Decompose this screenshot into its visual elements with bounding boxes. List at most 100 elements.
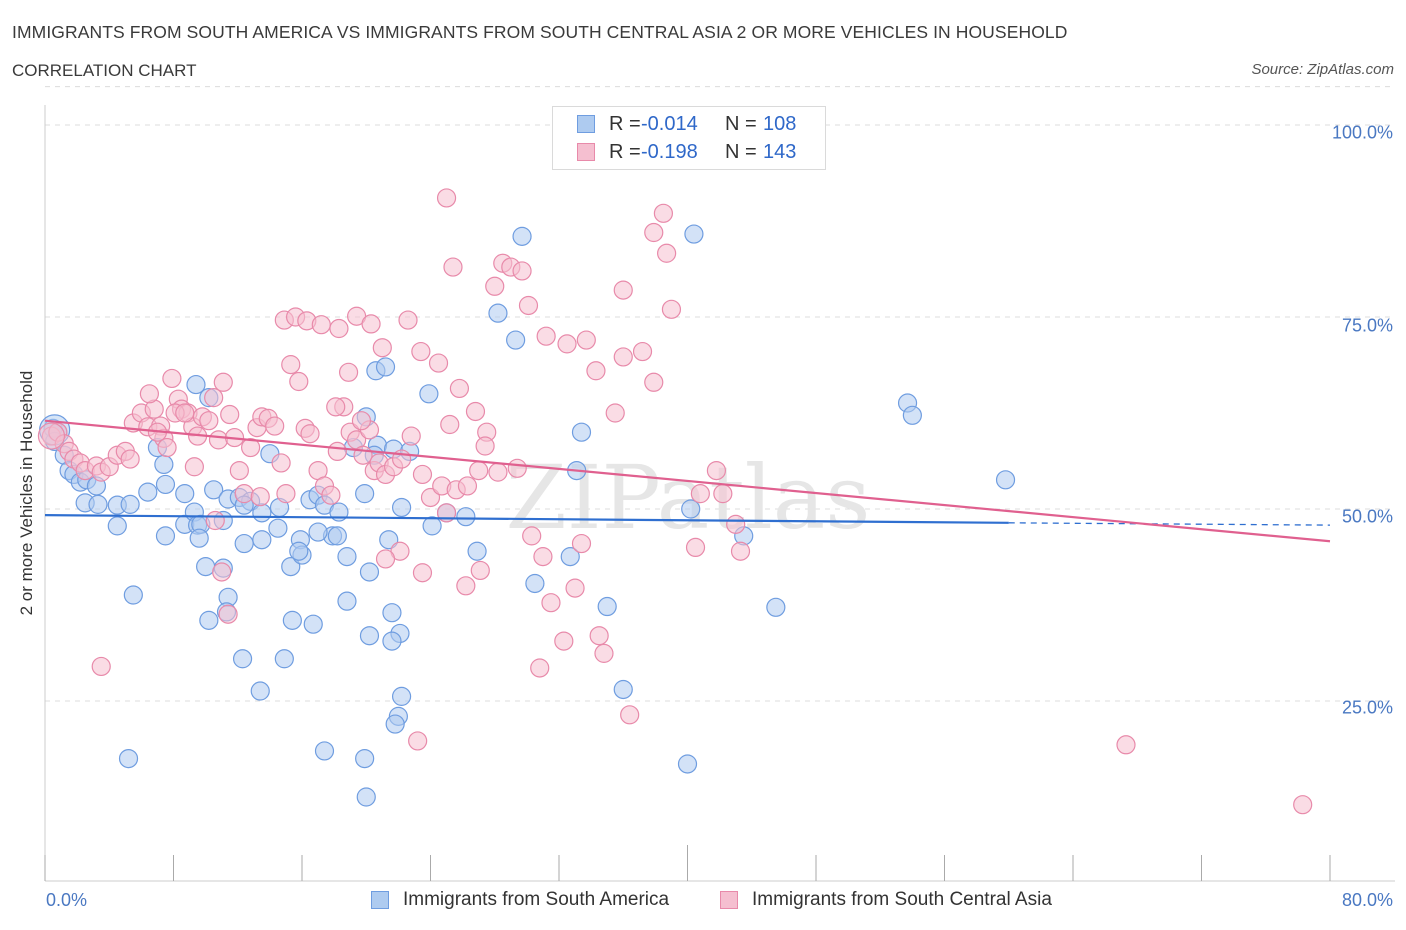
data-point-south-america	[189, 528, 209, 548]
legend-swatch-blue	[577, 115, 595, 133]
data-point-south-central-asia	[457, 476, 478, 496]
data-point-south-central-asia	[706, 461, 727, 481]
data-point-south-central-asia	[713, 484, 733, 504]
data-point-south-america	[391, 497, 412, 518]
y-tick-label: 75.0%	[1341, 315, 1393, 336]
data-point-south-central-asia	[411, 341, 431, 362]
data-point-south-central-asia	[229, 461, 249, 481]
data-point-south-central-asia	[199, 411, 219, 431]
data-point-south-central-asia	[576, 330, 596, 350]
data-point-south-central-asia	[1116, 735, 1136, 755]
data-point-south-central-asia	[281, 355, 301, 375]
data-point-south-america	[155, 526, 176, 546]
data-point-south-central-asia	[443, 257, 463, 277]
data-point-south-central-asia	[1293, 795, 1313, 815]
data-point-south-central-asia	[644, 372, 664, 392]
grid-lines	[45, 86, 1390, 702]
data-point-south-america	[422, 516, 442, 536]
data-point-south-central-asia	[398, 310, 418, 330]
data-point-south-central-asia	[338, 362, 359, 382]
chart-subtitle: CORRELATION CHART	[12, 61, 197, 80]
data-point-south-america	[677, 754, 698, 774]
data-point-south-america	[250, 681, 270, 701]
data-point-south-america	[379, 530, 399, 550]
data-point-south-america	[186, 374, 206, 395]
data-point-south-central-asia	[212, 562, 232, 582]
axes	[44, 105, 1395, 882]
data-point-south-america	[118, 748, 139, 769]
data-point-south-central-asia	[653, 203, 674, 223]
n-value: 108	[763, 112, 797, 135]
data-point-south-america	[274, 649, 294, 669]
data-point-south-america	[232, 649, 253, 669]
data-point-south-america	[512, 226, 532, 246]
data-point-south-central-asia	[321, 485, 341, 505]
data-point-south-central-asia	[412, 563, 433, 583]
data-point-south-central-asia	[690, 484, 710, 504]
x-tick-label-max: 80.0%	[1341, 890, 1393, 910]
data-point-south-central-asia	[205, 510, 225, 531]
data-point-south-america	[385, 714, 405, 734]
data-point-south-central-asia	[300, 424, 320, 444]
trend-line-south-america	[44, 514, 1009, 524]
legend-row-south-america: R = -0.014 N = 108	[577, 112, 796, 136]
data-point-south-america	[252, 530, 272, 550]
data-point-south-central-asia	[613, 347, 633, 367]
data-point-south-central-asia	[351, 411, 372, 431]
data-point-south-central-asia	[220, 404, 240, 425]
data-point-south-america	[120, 494, 140, 514]
legend-label: Immigrants from South Central Asia	[752, 889, 1052, 910]
data-point-south-central-asia	[554, 631, 574, 651]
data-point-south-central-asia	[372, 338, 392, 358]
n-label: N =	[725, 112, 757, 135]
data-point-south-central-asia	[218, 604, 238, 624]
data-point-south-central-asia	[436, 188, 457, 208]
data-point-south-america	[525, 573, 545, 594]
data-point-south-america	[337, 591, 357, 611]
x-tick-label-min: 0.0%	[46, 890, 88, 910]
data-point-south-america	[154, 454, 174, 475]
data-point-south-central-asia	[276, 484, 296, 504]
data-point-south-america	[684, 224, 704, 244]
bottom-legend-south-central-asia: Immigrants from South Central Asia	[720, 889, 1052, 911]
data-point-south-central-asia	[311, 315, 331, 335]
data-point-south-america	[268, 518, 288, 538]
data-point-south-central-asia	[241, 437, 261, 458]
data-point-south-central-asia	[465, 401, 486, 422]
data-point-south-central-asia	[518, 295, 539, 316]
data-point-south-america	[314, 741, 335, 761]
data-point-south-america	[359, 562, 380, 582]
data-point-south-america	[391, 686, 412, 706]
chart-title: IMMIGRANTS FROM SOUTH AMERICA VS IMMIGRA…	[12, 22, 1068, 42]
data-point-south-america	[613, 679, 633, 700]
data-point-south-america	[382, 631, 402, 651]
r-value: -0.014	[641, 112, 698, 135]
data-point-south-america	[355, 484, 375, 504]
legend-swatch-pink	[720, 891, 738, 909]
data-point-south-central-asia	[485, 276, 505, 296]
data-point-south-central-asia	[139, 384, 160, 404]
legend-label: Immigrants from South America	[403, 889, 670, 910]
data-point-south-central-asia	[536, 326, 556, 346]
data-point-south-central-asia	[37, 422, 66, 450]
data-point-south-america	[506, 330, 526, 350]
legend-row-south-central-asia: R = -0.198 N = 143	[577, 140, 796, 164]
data-point-south-america	[467, 541, 487, 561]
data-point-south-america	[138, 482, 158, 502]
trend-line-south-central-asia	[44, 419, 1331, 543]
data-point-south-central-asia	[184, 457, 204, 477]
data-point-south-central-asia	[644, 222, 664, 243]
data-point-south-central-asia	[265, 416, 285, 436]
data-point-south-central-asia	[507, 458, 527, 478]
data-point-south-central-asia	[470, 560, 490, 581]
data-point-south-america	[123, 585, 143, 605]
data-point-south-america	[560, 547, 580, 567]
data-point-south-central-asia	[620, 705, 640, 725]
data-point-south-central-asia	[512, 261, 532, 281]
data-point-south-america	[88, 494, 108, 514]
trend-line-extension-south-america	[1008, 522, 1331, 526]
data-point-south-central-asia	[685, 537, 706, 558]
data-point-south-central-asia	[361, 314, 381, 334]
data-point-south-central-asia	[469, 461, 489, 481]
